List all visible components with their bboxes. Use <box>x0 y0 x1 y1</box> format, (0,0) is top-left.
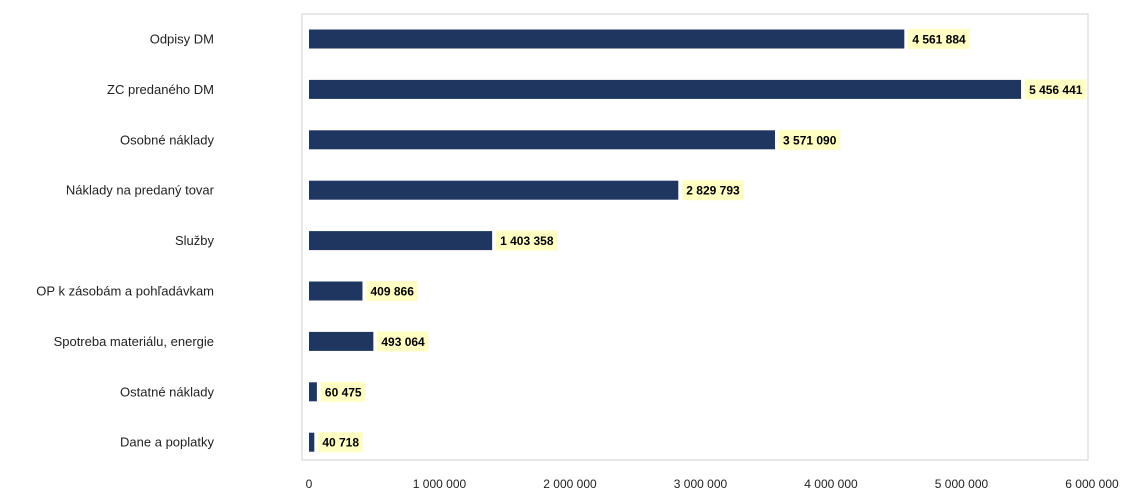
bar-5 <box>309 231 493 251</box>
data-label-bg-2 <box>1025 79 1087 100</box>
data-label-text-9: 40 718 <box>322 436 359 450</box>
data-label-text-4: 2 829 793 <box>686 184 740 198</box>
x-axis-tick-labels: 0 1 000 000 2 000 000 3 000 000 4 000 000 5 0… <box>306 477 1119 491</box>
data-label-bg-8 <box>320 381 366 402</box>
data-label-4: 2 829 793 <box>682 180 744 201</box>
data-label-bg-5 <box>496 230 558 251</box>
category-label-4: Náklady na predaný tovar <box>66 183 215 198</box>
data-label-9: 40 718 <box>318 432 364 453</box>
x-tick-label-1: 1 000 000 <box>413 477 467 491</box>
category-label-1: Odpisy DM <box>150 32 214 47</box>
category-labels: Odpisy DM ZC predaného DM Osobné náklady Ná… <box>36 32 214 450</box>
x-tick-label-5: 5 000 000 <box>935 477 989 491</box>
data-label-text-2: 5 456 441 <box>1029 83 1083 97</box>
x-tick-label-2: 2 000 000 <box>543 477 597 491</box>
data-label-1: 4 561 884 <box>908 29 970 49</box>
data-label-text-7: 493 064 <box>381 335 425 349</box>
data-label-8: 60 475 <box>320 381 366 402</box>
data-label-2: 5 456 441 <box>1025 79 1087 100</box>
data-label-bg-6 <box>366 281 418 301</box>
data-label-text-5: 1 403 358 <box>500 234 554 248</box>
x-tick-label-4: 4 000 000 <box>804 477 858 491</box>
bars-group <box>309 29 1022 452</box>
data-label-text-3: 3 571 090 <box>783 133 837 147</box>
bar-8 <box>309 382 317 402</box>
bar-6 <box>309 281 363 301</box>
category-label-7: Spotreba materiálu, energie <box>54 334 214 349</box>
data-label-bg-7 <box>377 331 429 352</box>
bar-2 <box>309 79 1022 99</box>
bar-1 <box>309 29 905 49</box>
x-tick-label-6: 6 000 000 <box>1065 477 1119 491</box>
data-label-text-1: 4 561 884 <box>912 33 966 47</box>
category-label-5: Služby <box>175 233 215 248</box>
data-label-bg-9 <box>318 432 364 453</box>
category-label-2: ZC predaného DM <box>107 82 214 97</box>
category-label-3: Osobné náklady <box>120 132 214 147</box>
x-tick-label-3: 3 000 000 <box>674 477 728 491</box>
data-label-6: 409 866 <box>366 281 418 301</box>
bar-4 <box>309 180 679 200</box>
data-label-5: 1 403 358 <box>496 230 558 251</box>
bar-7 <box>309 331 374 351</box>
data-label-bg-1 <box>908 29 970 49</box>
category-label-6: OP k zásobám a pohľadávkam <box>36 284 214 299</box>
data-label-text-8: 60 475 <box>325 385 362 399</box>
data-label-text-6: 409 866 <box>370 285 414 299</box>
data-label-bg-4 <box>682 180 744 201</box>
data-label-7: 493 064 <box>377 331 429 352</box>
category-label-9: Dane a poplatky <box>120 435 214 450</box>
data-labels: 4 561 884 5 456 441 3 571 090 2 829 793 1 40… <box>318 29 1087 453</box>
data-label-3: 3 571 090 <box>779 129 841 150</box>
category-label-8: Ostatné náklady <box>120 384 214 399</box>
bar-3 <box>309 130 776 150</box>
x-tick-label-0: 0 <box>306 477 313 491</box>
bar-9 <box>309 432 315 452</box>
data-label-bg-3 <box>779 129 841 150</box>
